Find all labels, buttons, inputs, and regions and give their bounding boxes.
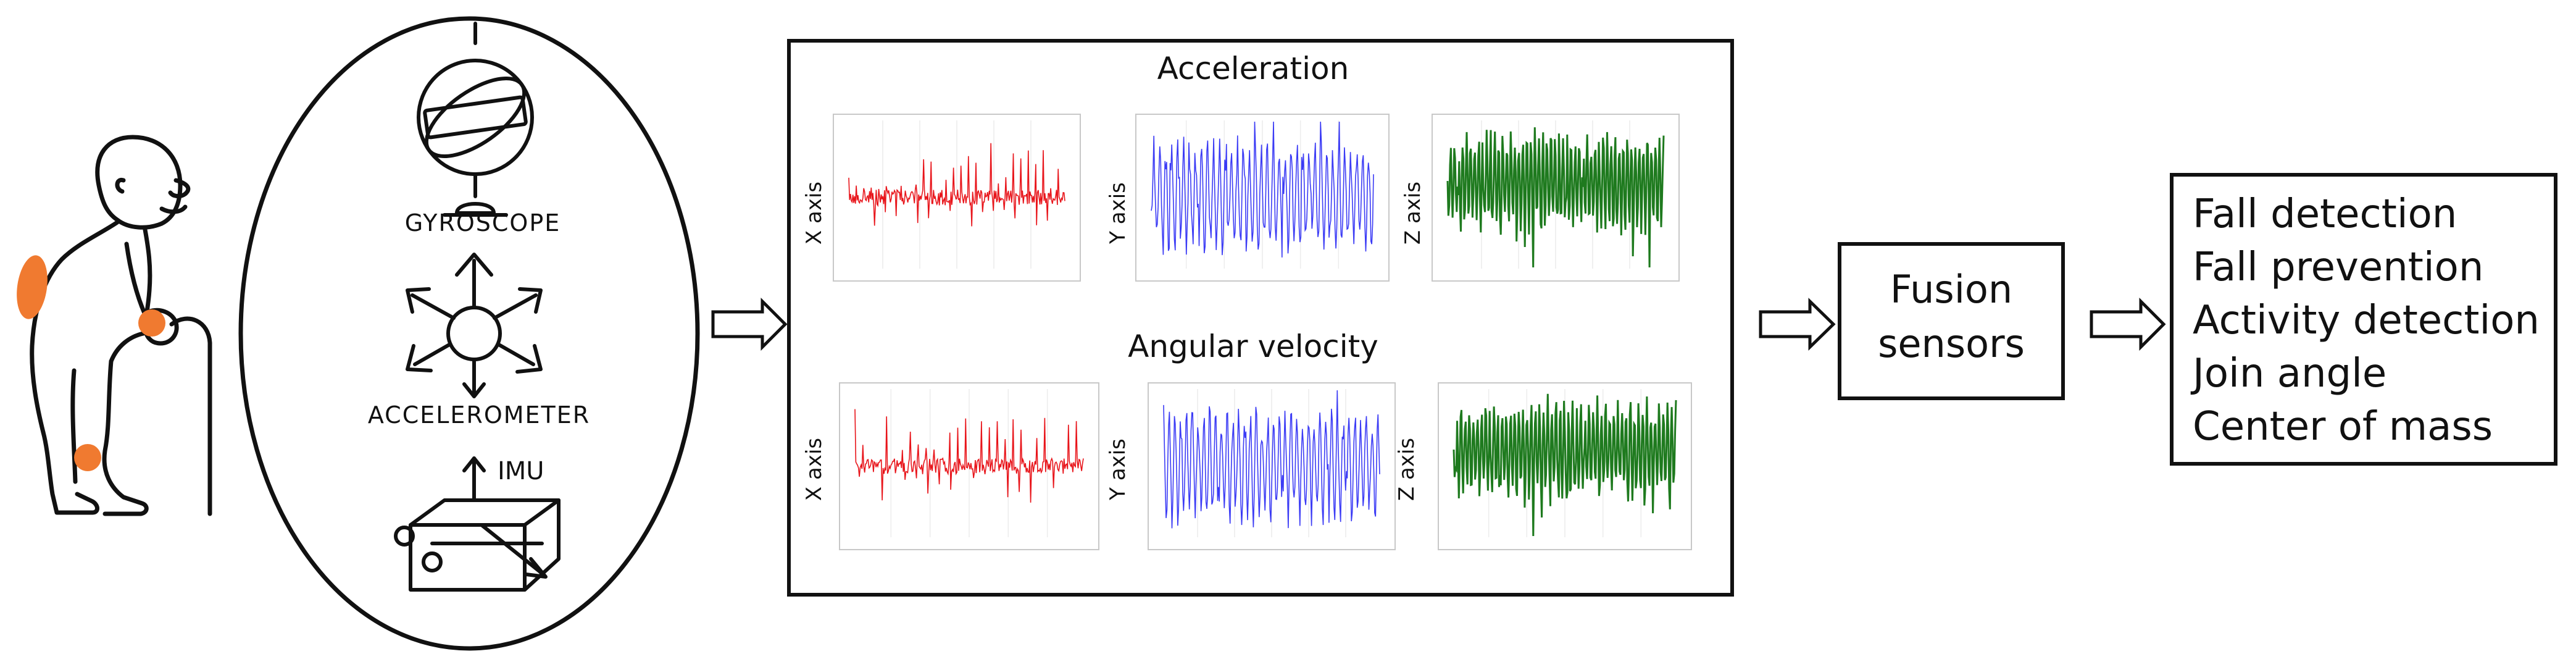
applications-box	[2170, 173, 2557, 466]
imu-label: IMU	[498, 457, 544, 485]
gyr-y-plot	[1148, 382, 1396, 550]
wrist-sensor-dot	[138, 309, 165, 337]
sensors-ellipse	[238, 16, 700, 651]
signal-trace	[848, 143, 1065, 227]
application-fall-detection: Fall detection	[2193, 191, 2457, 237]
gyr-x-axis-label: X axis	[802, 438, 827, 501]
fusion-line1: Fusion	[1890, 267, 2012, 312]
application-activity-detection: Activity detection	[2193, 298, 2540, 343]
sensor-placement-dots	[17, 255, 165, 471]
ankle-sensor-dot	[74, 444, 101, 471]
application-fall-prevention: Fall prevention	[2193, 245, 2483, 290]
imu-icon	[394, 456, 561, 592]
fusion-sensors-box	[1838, 242, 2065, 400]
signal-trace	[1453, 393, 1677, 537]
signal-trace	[1446, 127, 1665, 268]
elderly-person-icon	[30, 135, 212, 516]
arrow-signals-to-fusion	[1759, 298, 1836, 351]
acc-y-axis-label: Y axis	[1106, 182, 1130, 245]
signal-plots	[833, 114, 1692, 550]
signal-trace	[854, 409, 1084, 503]
angular-velocity-title: Angular velocity	[1128, 329, 1378, 364]
arrow-fusion-to-applications	[2090, 297, 2166, 351]
accelerometer-icon	[406, 253, 543, 398]
gyr-x-plot	[839, 382, 1099, 550]
accelerometer-label: ACCELEROMETER	[368, 401, 590, 429]
gyr-z-plot	[1438, 382, 1692, 550]
gyr-z-axis-label: Z axis	[1394, 438, 1419, 501]
arrow-sensors-to-signals	[711, 297, 788, 351]
gyroscope-icon	[417, 22, 534, 217]
acc-y-plot	[1135, 114, 1390, 282]
acceleration-title: Acceleration	[1157, 51, 1349, 86]
signal-trace	[1163, 390, 1380, 529]
signals-box	[787, 39, 1734, 597]
signal-trace	[1151, 121, 1374, 258]
fusion-line2: sensors	[1878, 321, 2025, 366]
gyr-y-axis-label: Y axis	[1106, 438, 1130, 501]
acc-z-plot	[1432, 114, 1680, 282]
application-join-angle: Join angle	[2190, 351, 2386, 396]
application-center-of-mass: Center of mass	[2193, 404, 2493, 450]
gyroscope-label: GYROSCOPE	[405, 209, 561, 237]
acc-x-axis-label: X axis	[802, 182, 827, 245]
acc-z-axis-label: Z axis	[1401, 182, 1425, 245]
back-sensor-dot	[17, 255, 48, 319]
acc-x-plot	[833, 114, 1081, 282]
